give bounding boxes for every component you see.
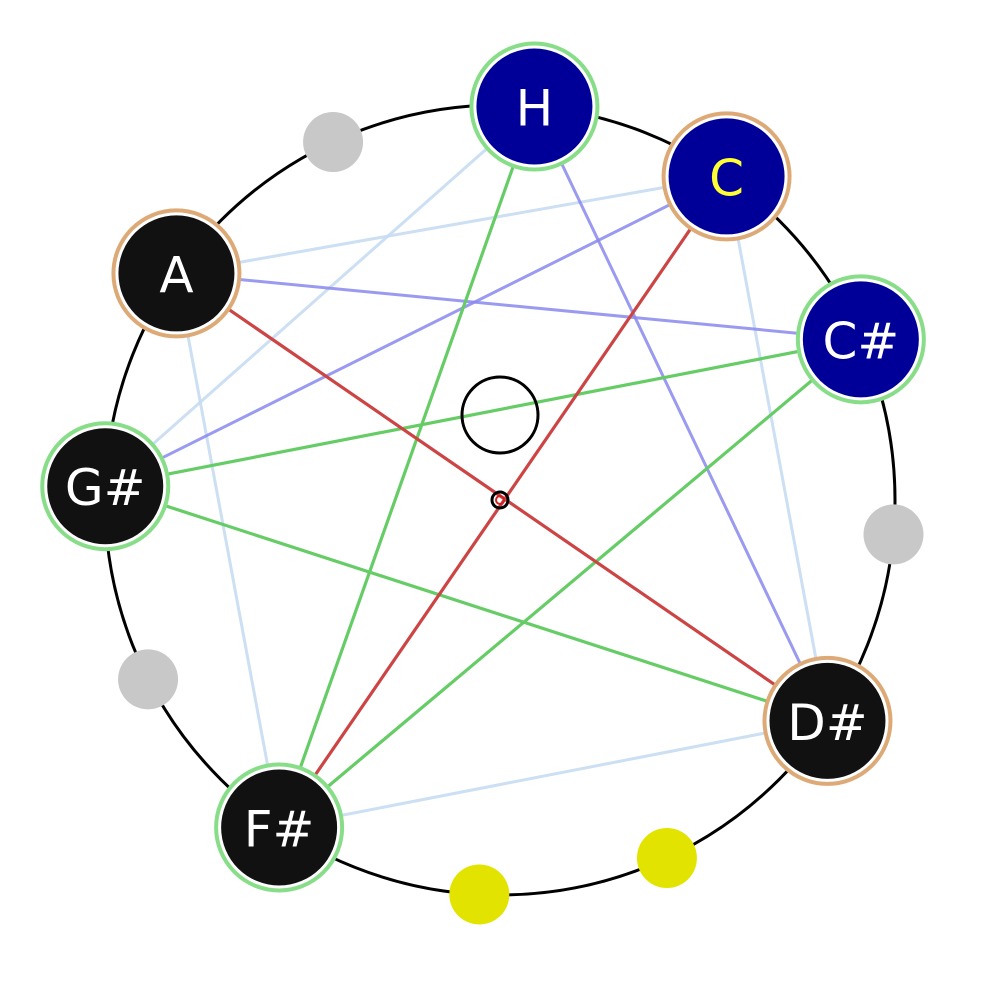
note-disc bbox=[118, 215, 235, 332]
empty-position-dot-d bbox=[863, 504, 924, 565]
note-node-cs: C# bbox=[795, 274, 926, 405]
note-node-ds: D# bbox=[762, 655, 893, 786]
note-node-gs: G# bbox=[40, 421, 171, 552]
center-point-inner bbox=[495, 495, 505, 505]
note-disc bbox=[47, 428, 164, 545]
empty-positions-group bbox=[118, 112, 924, 925]
edge-c-ds bbox=[725, 174, 829, 723]
note-label: C bbox=[709, 149, 744, 207]
note-disc bbox=[476, 48, 593, 165]
empty-position-dot-g bbox=[118, 649, 179, 710]
note-label: F# bbox=[244, 800, 315, 858]
center-marker-group bbox=[460, 375, 540, 510]
note-node-h: H bbox=[469, 41, 600, 172]
note-node-a: A bbox=[111, 208, 242, 339]
edge-cs-gs bbox=[103, 337, 863, 488]
outer-circle-group bbox=[103, 103, 897, 897]
edge-h-fs bbox=[277, 104, 537, 830]
note-label: H bbox=[516, 80, 554, 138]
center-ring-marker bbox=[460, 375, 540, 455]
note-label: D# bbox=[787, 694, 867, 752]
note-node-c: C bbox=[661, 111, 792, 242]
note-disc bbox=[802, 281, 919, 398]
edge-fs-ds bbox=[277, 719, 829, 829]
note-node-fs: F# bbox=[214, 762, 345, 893]
empty-position-dot-f bbox=[449, 864, 510, 925]
note-disc bbox=[769, 662, 886, 779]
note-label: G# bbox=[65, 459, 146, 517]
edge-a-cs bbox=[174, 271, 863, 341]
edge-gs-ds bbox=[103, 484, 830, 723]
edge-a-fs bbox=[174, 271, 281, 829]
note-disc bbox=[221, 769, 338, 886]
outer-circle bbox=[103, 103, 897, 897]
edge-c-gs bbox=[103, 174, 729, 488]
note-label: C# bbox=[822, 312, 899, 370]
note-label: A bbox=[159, 246, 193, 304]
center-point-outer bbox=[490, 490, 510, 510]
edge-h-ds bbox=[532, 105, 829, 723]
nodes-group: H C C# D# F# G# A bbox=[40, 41, 926, 893]
empty-position-dot-bb bbox=[303, 112, 364, 173]
note-disc bbox=[668, 118, 785, 235]
edge-cs-fs bbox=[277, 337, 863, 830]
edge-h-gs bbox=[103, 105, 536, 488]
edge-a-c bbox=[174, 174, 729, 275]
empty-position-dot-e bbox=[636, 827, 697, 888]
